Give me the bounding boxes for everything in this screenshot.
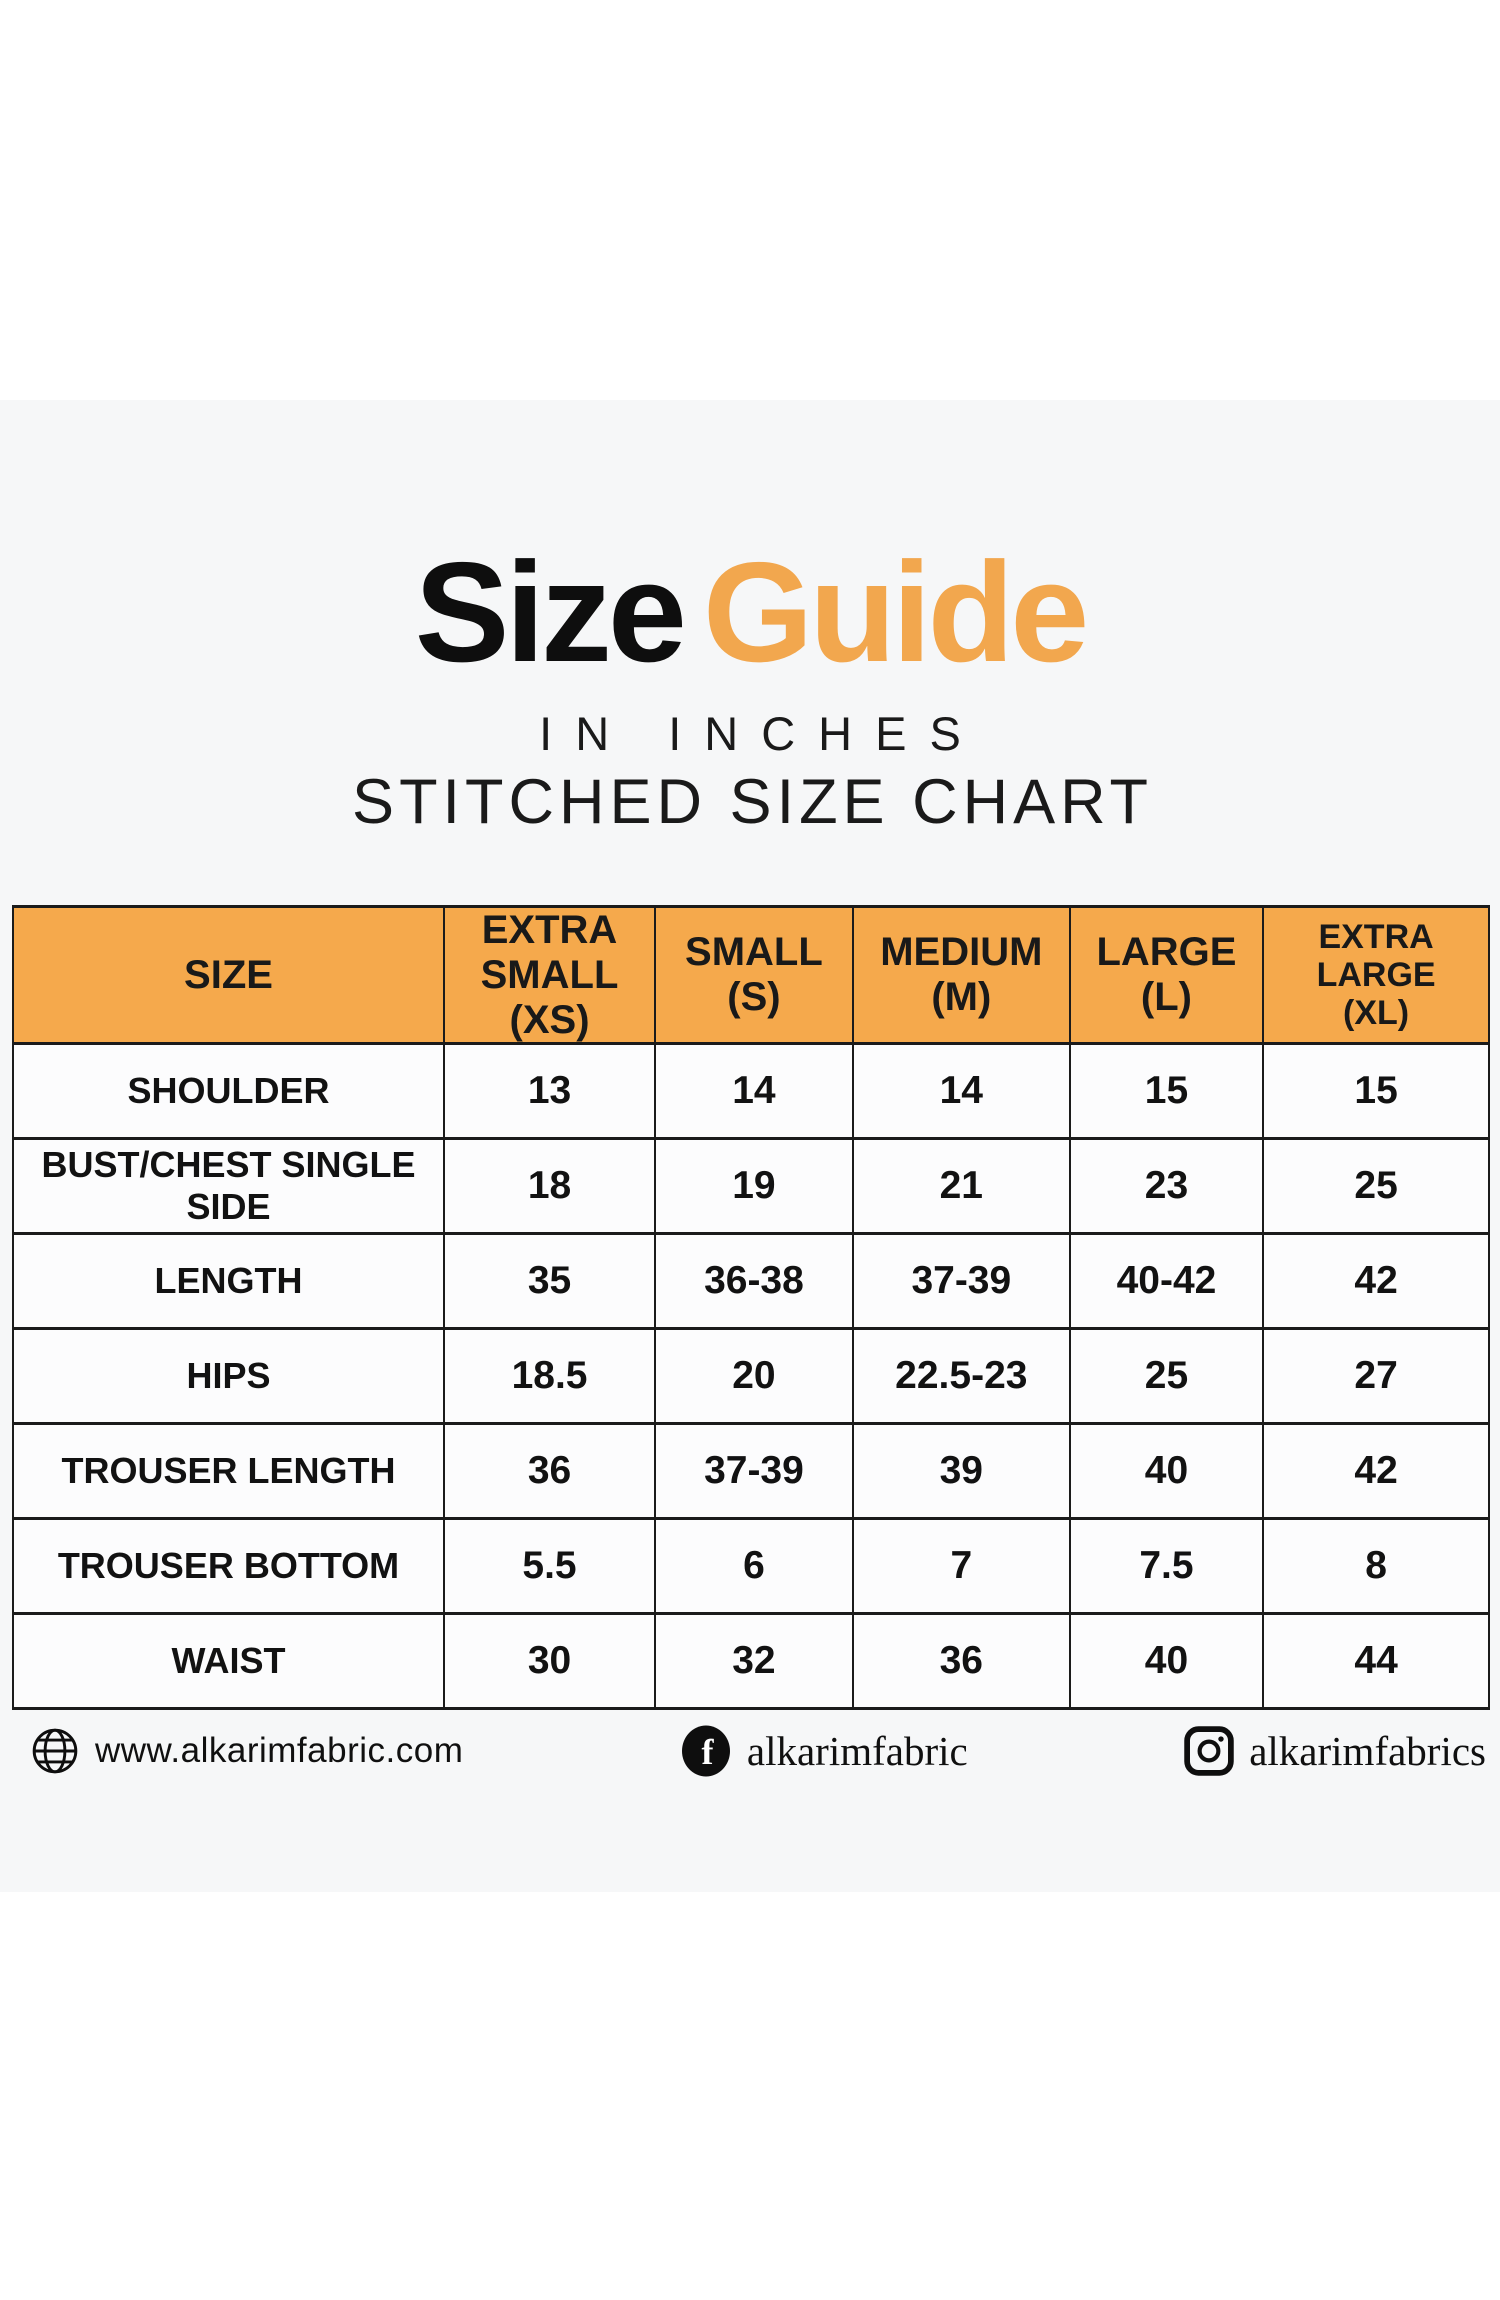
size-value: 36 xyxy=(442,1422,657,1521)
title-block: Size Guide IN INCHES STITCHED SIZE CHART xyxy=(0,542,1500,834)
size-value: 8 xyxy=(1262,1517,1490,1616)
svg-text:f: f xyxy=(701,1732,714,1772)
size-value: 36-38 xyxy=(654,1232,854,1331)
size-value: 21 xyxy=(851,1137,1071,1236)
header-cell-extra-small: EXTRA SMALL (XS) xyxy=(442,904,657,1046)
header-cell-size: SIZE xyxy=(12,904,445,1046)
header-cell-medium: MEDIUM (M) xyxy=(851,904,1071,1046)
row-label: TROUSER LENGTH xyxy=(12,1422,445,1521)
row-label: LENGTH xyxy=(12,1232,445,1331)
title-word-guide: Guide xyxy=(702,533,1089,692)
size-value: 15 xyxy=(1068,1042,1265,1141)
size-value: 35 xyxy=(442,1232,657,1331)
size-value: 18.5 xyxy=(442,1327,657,1426)
instagram-handle: alkarimfabrics xyxy=(1249,1728,1486,1774)
title-word-size: Size xyxy=(414,533,687,692)
size-value: 15 xyxy=(1262,1042,1490,1141)
size-value: 23 xyxy=(1068,1137,1265,1236)
size-value: 40 xyxy=(1068,1612,1265,1711)
size-value: 25 xyxy=(1068,1327,1265,1426)
size-value: 42 xyxy=(1262,1232,1490,1331)
facebook-icon: f xyxy=(681,1725,730,1777)
facebook-handle: alkarimfabric xyxy=(746,1728,968,1774)
size-value: 39 xyxy=(851,1422,1071,1521)
subtitle-in-inches: IN INCHES xyxy=(539,707,984,760)
size-value: 14 xyxy=(654,1042,854,1141)
row-label: TROUSER BOTTOM xyxy=(12,1517,445,1616)
footer: www.alkarimfabric.com f alkarimfabric al… xyxy=(30,1706,1486,1796)
size-value: 40 xyxy=(1068,1422,1265,1521)
table-row-trouser-length: TROUSER LENGTH 36 37-39 39 40 42 xyxy=(12,1422,1490,1521)
size-value: 14 xyxy=(851,1042,1071,1141)
size-value: 7 xyxy=(851,1517,1071,1616)
size-chart-table: SIZE EXTRA SMALL (XS) SMALL (S) MEDIUM (… xyxy=(12,904,1490,1711)
table-header-row: SIZE EXTRA SMALL (XS) SMALL (S) MEDIUM (… xyxy=(12,904,1490,1046)
size-value: 32 xyxy=(654,1612,854,1711)
subtitle-stitched-size-chart: STITCHED SIZE CHART xyxy=(352,767,1153,837)
size-value: 36 xyxy=(851,1612,1071,1711)
size-value: 18 xyxy=(442,1137,657,1236)
row-label: WAIST xyxy=(12,1612,445,1711)
table-row-shoulder: SHOULDER 13 14 14 15 15 xyxy=(12,1042,1490,1141)
size-value: 37-39 xyxy=(654,1422,854,1521)
header-cell-extra-large: EXTRA LARGE (XL) xyxy=(1262,904,1490,1046)
table-row-trouser-bottom: TROUSER BOTTOM 5.5 6 7 7.5 8 xyxy=(12,1517,1490,1616)
table-row-hips: HIPS 18.5 20 22.5-23 25 27 xyxy=(12,1327,1490,1426)
size-value: 27 xyxy=(1262,1327,1490,1426)
size-value: 42 xyxy=(1262,1422,1490,1521)
size-value: 20 xyxy=(654,1327,854,1426)
size-value: 6 xyxy=(654,1517,854,1616)
table-row-length: LENGTH 35 36-38 37-39 40-42 42 xyxy=(12,1232,1490,1331)
size-value: 5.5 xyxy=(442,1517,657,1616)
header-cell-large: LARGE (L) xyxy=(1068,904,1265,1046)
size-value: 25 xyxy=(1262,1137,1490,1236)
row-label: HIPS xyxy=(12,1327,445,1426)
instagram-icon xyxy=(1184,1726,1234,1776)
website-url: www.alkarimfabric.com xyxy=(95,1731,464,1770)
size-value: 7.5 xyxy=(1068,1517,1265,1616)
footer-instagram: alkarimfabrics xyxy=(1184,1726,1486,1776)
size-value: 44 xyxy=(1262,1612,1490,1711)
table-row-waist: WAIST 30 32 36 40 44 xyxy=(12,1612,1490,1711)
size-value: 22.5-23 xyxy=(851,1327,1071,1426)
row-label: SHOULDER xyxy=(12,1042,445,1141)
page-title: Size Guide xyxy=(0,542,1500,684)
row-label: BUST/CHEST SINGLE SIDE xyxy=(12,1137,445,1236)
size-value: 19 xyxy=(654,1137,854,1236)
globe-icon xyxy=(32,1728,78,1774)
size-value: 30 xyxy=(442,1612,657,1711)
footer-facebook: f alkarimfabric xyxy=(680,1725,968,1777)
size-value: 40-42 xyxy=(1068,1232,1265,1331)
size-value: 13 xyxy=(442,1042,657,1141)
size-value: 37-39 xyxy=(851,1232,1071,1331)
header-cell-small: SMALL (S) xyxy=(654,904,854,1046)
footer-website: www.alkarimfabric.com xyxy=(30,1726,463,1776)
table-row-bust-chest: BUST/CHEST SINGLE SIDE 18 19 21 23 25 xyxy=(12,1137,1490,1236)
